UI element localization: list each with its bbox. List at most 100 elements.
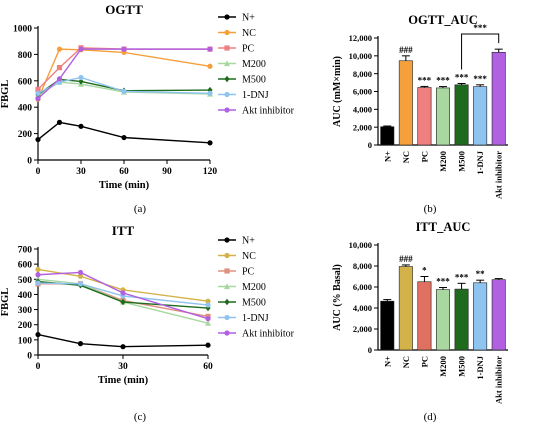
data-point-akt-inhibitor xyxy=(205,316,211,322)
series-akt-inhibitor xyxy=(35,46,213,102)
y-tick-label: 8,000 xyxy=(353,261,372,271)
legend-marker xyxy=(224,45,230,51)
y-tick-label: 0 xyxy=(368,345,372,355)
data-point-1-dnj xyxy=(35,280,41,286)
legend-entry-n: N+ xyxy=(242,236,255,247)
data-point-akt-inhibitor xyxy=(78,46,84,52)
x-axis-label: Time (min) xyxy=(98,375,149,386)
panel-c-itt-line-chart: ITT 0 100 200 300 400 500 600 700 0 30 60 Time (min)… xyxy=(0,223,295,423)
chart-title: ITT_AUC xyxy=(416,220,471,234)
y-tick-label: 400 xyxy=(18,291,33,301)
legend-marker xyxy=(224,268,230,274)
significance-bracket xyxy=(461,33,500,70)
significance-marker: ** xyxy=(476,269,486,279)
data-point-n xyxy=(121,134,127,141)
data-point-akt-inhibitor xyxy=(207,46,213,52)
data-point-n xyxy=(35,331,41,338)
bar-1-dnj xyxy=(473,86,488,146)
data-point-akt-inhibitor xyxy=(56,76,63,82)
chart-title: OGTT_AUC xyxy=(408,13,477,27)
y-tick-label: 10,000 xyxy=(349,240,372,250)
y-tick-label: 0 xyxy=(368,140,372,150)
category-label-pc: PC xyxy=(419,151,429,162)
data-point-n xyxy=(77,341,84,347)
y-tick-label: 6,000 xyxy=(353,87,372,97)
category-label-nc: NC xyxy=(401,151,411,163)
legend-entry-m500: M500 xyxy=(242,75,266,86)
y-tick-label: 500 xyxy=(18,276,33,286)
data-point-n xyxy=(78,123,84,129)
bar-1-dnj xyxy=(473,282,488,351)
legend-entry-nc: NC xyxy=(242,28,256,39)
significance-marker: *** xyxy=(436,277,450,287)
data-point-n xyxy=(35,136,41,143)
legend-entry-akt-inhibitor: Akt inhibitor xyxy=(242,329,295,340)
significance-marker: *** xyxy=(455,272,469,282)
data-point-nc xyxy=(35,266,41,273)
legend-entry-m500: M500 xyxy=(242,298,266,309)
y-tick-label: 600 xyxy=(18,261,33,271)
legend-entry-m200: M200 xyxy=(242,59,266,70)
bar-m500 xyxy=(454,288,469,351)
significance-marker: *** xyxy=(436,76,450,86)
legend-marker xyxy=(224,314,230,321)
x-tick-label: 0 xyxy=(36,362,41,372)
bar-akt-inhibitor xyxy=(491,279,506,351)
series-n xyxy=(35,119,213,146)
legend-entry-m200: M200 xyxy=(242,282,266,293)
bar-m500 xyxy=(454,84,469,146)
data-point-1-dnj xyxy=(121,88,127,94)
category-label-1-dnj: 1-DNJ xyxy=(475,355,485,379)
data-point-m200 xyxy=(205,320,211,326)
category-label-pc: PC xyxy=(419,356,429,367)
significance-marker: *** xyxy=(418,75,432,85)
y-tick-label: 4,000 xyxy=(353,303,372,313)
y-tick-label: 10,000 xyxy=(349,51,372,61)
series-line-akt-inhibitor xyxy=(37,271,209,320)
y-axis-label: FBGL xyxy=(0,288,11,317)
x-tick-label: 60 xyxy=(203,362,213,372)
significance-marker: ### xyxy=(399,254,413,264)
category-label-n: N+ xyxy=(382,356,392,367)
y-tick-label: 2,000 xyxy=(353,324,372,334)
y-tick-label: 1000 xyxy=(13,25,32,35)
legend-marker xyxy=(224,91,230,98)
series-line-m200 xyxy=(37,278,209,324)
series-n xyxy=(35,331,211,350)
legend-marker xyxy=(224,14,230,20)
chart-title: OGTT xyxy=(105,2,143,17)
panel-a-ogtt-line-chart: OGTT 0 200 400 600 800 1000 0 30 60 90 120 Time (min… xyxy=(0,2,295,215)
category-label-nc: NC xyxy=(401,356,411,368)
data-point-1-dnj xyxy=(205,302,211,308)
data-point-1-dnj xyxy=(78,74,84,81)
legend-entry-1-dnj: 1-DNJ xyxy=(242,313,269,324)
x-tick-label: 30 xyxy=(118,362,128,372)
y-tick-label: 400 xyxy=(18,104,33,114)
bar-m200 xyxy=(436,87,450,146)
legend-entry-pc: PC xyxy=(242,267,255,278)
legend-marker xyxy=(224,330,230,336)
panel-label: (c) xyxy=(134,411,147,423)
category-label-m500: M500 xyxy=(457,151,467,172)
y-tick-label: 600 xyxy=(18,77,33,87)
data-point-akt-inhibitor xyxy=(121,46,127,52)
data-point-n xyxy=(205,342,211,348)
x-tick-label: 30 xyxy=(76,167,86,177)
panel-d-itt-auc-bar-chart: ITT_AUC 0 2,000 4,000 6,000 8,000 10,000 AUC (%… xyxy=(332,220,508,423)
category-label-1-dnj: 1-DNJ xyxy=(475,150,485,174)
bar-n xyxy=(380,300,395,351)
bracket-label: *** xyxy=(473,23,487,33)
bar-n xyxy=(380,126,395,146)
category-label-akt-inhibitor: Akt inhibitor xyxy=(494,356,504,404)
significance-marker: *** xyxy=(473,74,487,84)
data-point-akt-inhibitor xyxy=(35,272,41,278)
x-tick-label: 0 xyxy=(36,167,41,177)
panel-label: (b) xyxy=(424,203,437,215)
data-point-akt-inhibitor xyxy=(35,96,41,102)
y-tick-label: 6,000 xyxy=(353,282,372,292)
legend-entry-nc: NC xyxy=(242,251,256,262)
significance-marker: *** xyxy=(455,72,469,82)
bar-nc xyxy=(398,266,413,351)
legend-entry-akt-inhibitor: Akt inhibitor xyxy=(242,106,295,117)
y-tick-label: 200 xyxy=(18,321,33,331)
